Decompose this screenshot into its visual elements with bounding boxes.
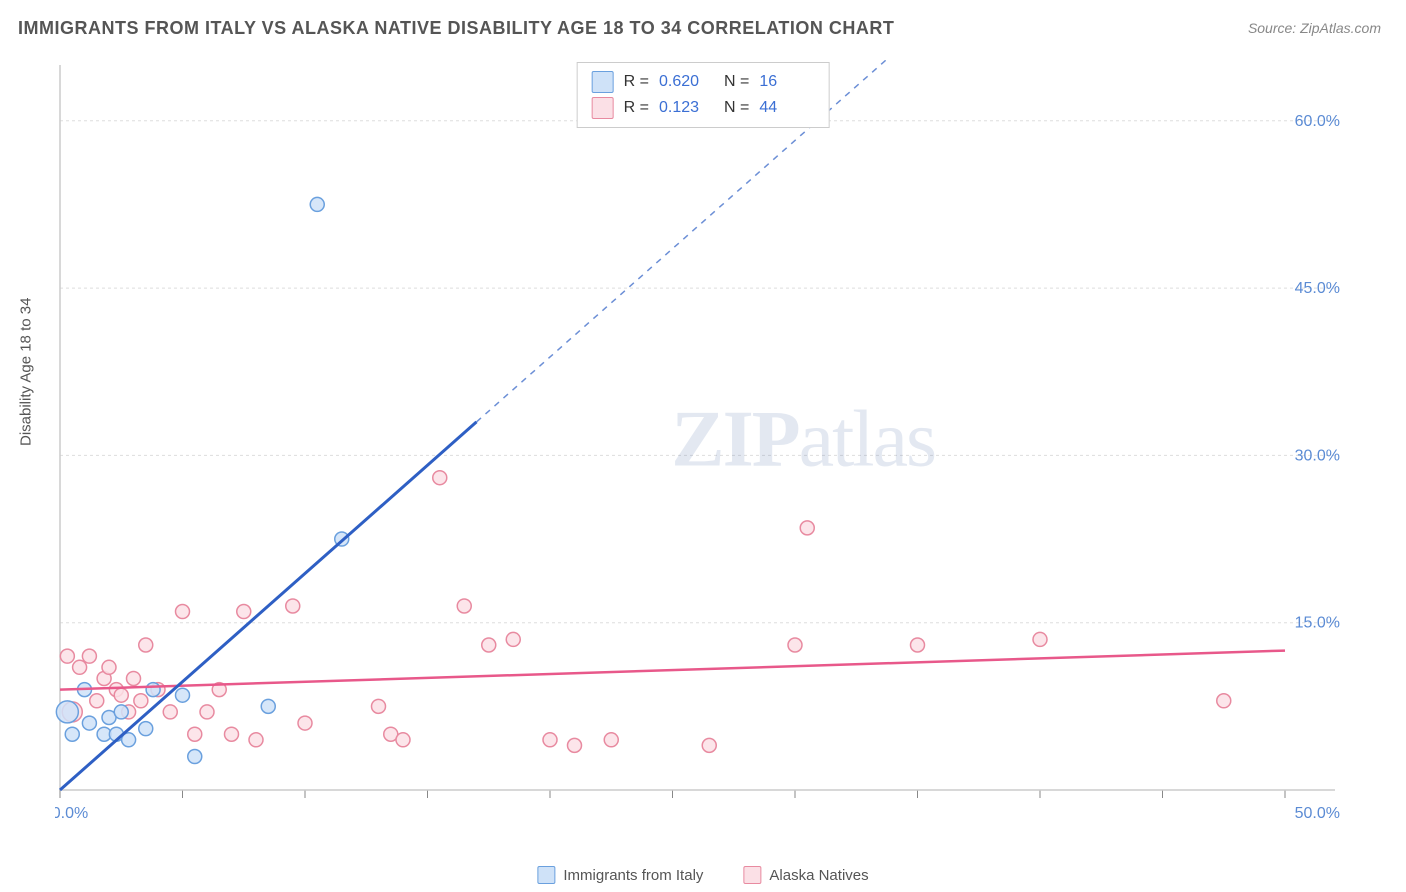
chart-title: IMMIGRANTS FROM ITALY VS ALASKA NATIVE D…: [18, 18, 894, 39]
r-value-pink: 0.123: [659, 99, 714, 117]
r-value-blue: 0.620: [659, 73, 714, 91]
svg-text:15.0%: 15.0%: [1295, 615, 1340, 632]
svg-text:60.0%: 60.0%: [1295, 113, 1340, 130]
svg-text:0.0%: 0.0%: [55, 805, 88, 820]
svg-text:50.0%: 50.0%: [1295, 805, 1340, 820]
n-value-blue: 16: [759, 73, 814, 91]
legend-row-blue: R = 0.620 N = 16: [592, 69, 815, 95]
legend-label-blue: Immigrants from Italy: [563, 867, 703, 884]
svg-text:45.0%: 45.0%: [1295, 280, 1340, 297]
legend-item-pink: Alaska Natives: [743, 866, 868, 884]
series-legend: Immigrants from Italy Alaska Natives: [537, 866, 868, 884]
legend-label-pink: Alaska Natives: [769, 867, 868, 884]
swatch-blue-icon: [537, 866, 555, 884]
legend-swatch-blue: [592, 71, 614, 93]
y-axis-label: Disability Age 18 to 34: [18, 298, 35, 446]
swatch-pink-icon: [743, 866, 761, 884]
legend-item-blue: Immigrants from Italy: [537, 866, 703, 884]
scatter-chart-svg: 15.0% 30.0% 45.0% 60.0% 0.0% 50.0%: [55, 60, 1345, 820]
legend-swatch-pink: [592, 97, 614, 119]
correlation-legend: R = 0.620 N = 16 R = 0.123 N = 44: [577, 62, 830, 128]
svg-text:30.0%: 30.0%: [1295, 447, 1340, 464]
chart-area: 15.0%30.0%45.0%60.0%0.0%50.0% ZIPatlas: [55, 60, 1345, 820]
n-value-pink: 44: [759, 99, 814, 117]
source-attribution: Source: ZipAtlas.com: [1248, 20, 1381, 36]
legend-row-pink: R = 0.123 N = 44: [592, 95, 815, 121]
